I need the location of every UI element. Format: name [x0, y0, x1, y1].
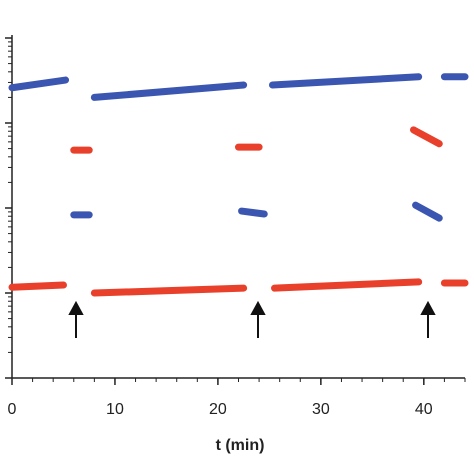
data-line: [8, 73, 469, 101]
x-tick-label: 10: [106, 401, 124, 418]
arrow-head: [68, 300, 84, 315]
x-tick-label: 20: [209, 401, 227, 418]
x-tick-label: 30: [312, 401, 330, 418]
data-line: [8, 278, 469, 297]
data-line: [70, 201, 443, 222]
x-axis-label: t (min): [216, 437, 265, 454]
arrow-head: [420, 300, 436, 315]
arrow-head: [250, 300, 266, 315]
data-line: [70, 126, 443, 154]
x-tick-label: 40: [415, 401, 433, 418]
arrows: [68, 300, 436, 338]
x-tick-label: 0: [8, 401, 17, 418]
